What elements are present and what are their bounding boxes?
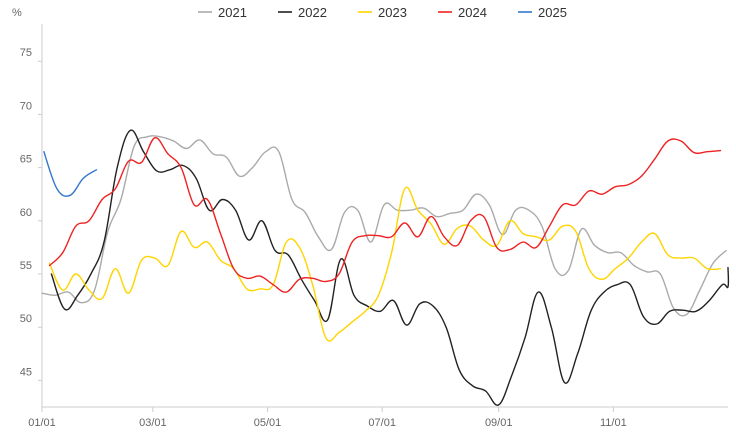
y-unit-label: % (12, 7, 22, 19)
series-line-2023 (48, 186, 722, 342)
x-tick-label: 09/01 (485, 417, 513, 429)
x-tick-label: 11/01 (600, 417, 627, 429)
series-line-2025 (43, 151, 98, 197)
series-lines (41, 129, 730, 406)
x-tick-label: 07/01 (368, 417, 396, 429)
y-tick-label: 65 (20, 154, 32, 166)
axes: 45 50 55 60 65 70 75 01/01 03/01 05/01 07/01 09/01 1… (20, 24, 728, 429)
legend-label-2022: 2022 (298, 5, 327, 20)
y-tick-label: 60 (20, 207, 32, 219)
legend-label-2025: 2025 (538, 5, 567, 20)
y-tick-label: 45 (20, 366, 32, 378)
y-tick-label: 70 (20, 100, 32, 112)
y-tick-label: 55 (20, 260, 32, 272)
y-tick-label: 75 (20, 47, 32, 59)
legend: 2021 2022 2023 2024 2025 (198, 5, 567, 20)
x-tick-label: 01/01 (28, 417, 56, 429)
legend-label-2021: 2021 (218, 5, 247, 20)
series-line-2021 (41, 135, 727, 317)
y-tick-label: 50 (20, 313, 32, 325)
series-line-2024 (48, 137, 722, 293)
series-line-2022 (50, 129, 730, 406)
legend-label-2023: 2023 (378, 5, 407, 20)
x-tick-label: 03/01 (139, 417, 167, 429)
legend-label-2024: 2024 (458, 5, 487, 20)
x-tick-label: 05/01 (254, 417, 282, 429)
